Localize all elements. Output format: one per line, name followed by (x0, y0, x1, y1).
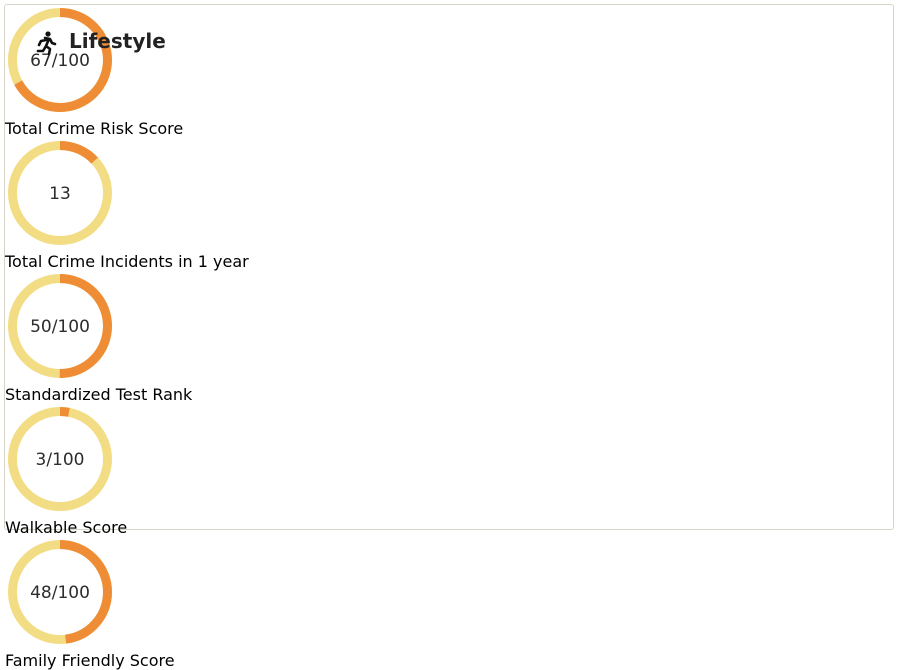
running-icon (36, 31, 57, 55)
donut-value: 13 (49, 184, 71, 204)
donut-arc (8, 274, 112, 378)
metric-label: Walkable Score (5, 518, 128, 537)
page: {"header": {"title": "Lifestyle"}, "scal… (4, 4, 894, 670)
donut-arc (8, 407, 112, 511)
donut-value: 3/100 (36, 450, 85, 470)
donut: 67/100 (8, 8, 112, 112)
metric: 3/100 Walkable Score (5, 404, 893, 537)
donut-value: 67/100 (30, 51, 90, 71)
donut: 50/100 (8, 274, 112, 378)
metric: 67/100 Total Crime Risk Score (5, 5, 893, 138)
metric-label: Total Crime Incidents in 1 year (5, 252, 249, 271)
card-title: Lifestyle (69, 29, 166, 53)
metric: 48/100 Family Friendly Score (5, 537, 893, 670)
lifestyle-card: Lifestyle 67/100 Total Crime Risk Score 13… (4, 4, 894, 670)
metric-label: Family Friendly Score (5, 651, 175, 670)
metric: 50/100 Standardized Test Rank (5, 271, 893, 404)
metric: 13 Total Crime Incidents in 1 year (5, 138, 893, 271)
donut: 48/100 (8, 540, 112, 644)
metric-label: Total Crime Risk Score (5, 119, 184, 138)
donut-arc (8, 8, 112, 112)
donut: 13 (8, 141, 112, 245)
donut-arc (8, 141, 112, 245)
metric-label: Standardized Test Rank (5, 385, 193, 404)
donut-value: 48/100 (30, 583, 90, 603)
donut: 3/100 (8, 407, 112, 511)
donut-value: 50/100 (30, 317, 90, 337)
